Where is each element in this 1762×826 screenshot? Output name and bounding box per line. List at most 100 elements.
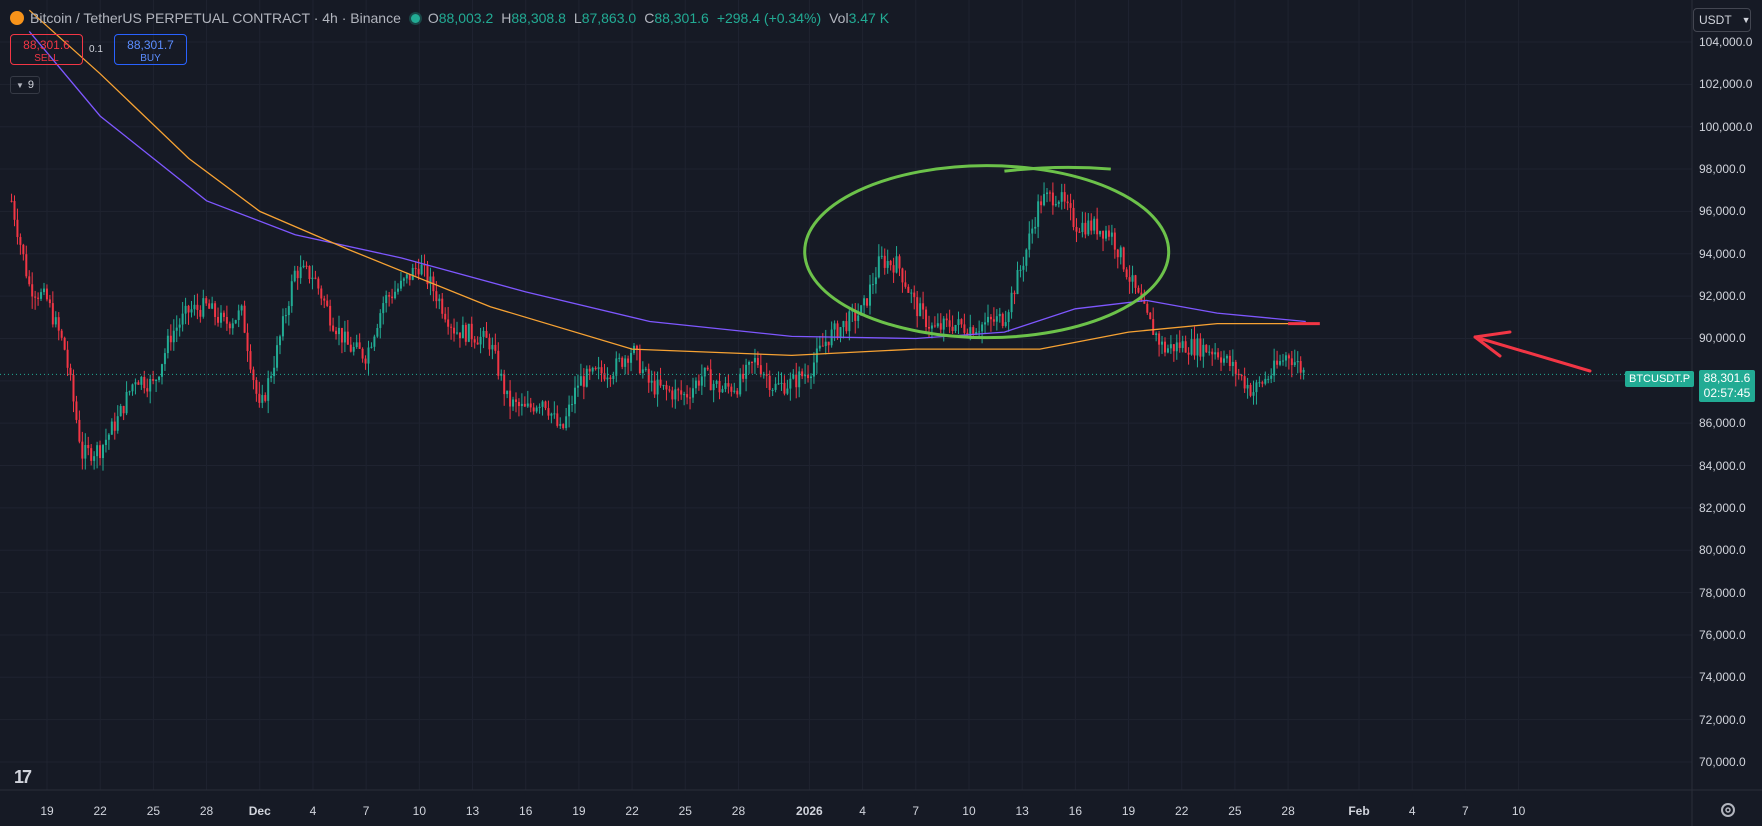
candle-body [125,391,128,414]
candle-body [494,344,497,351]
candle-body [517,401,520,407]
candle-body [1034,226,1037,229]
candle-body [573,387,576,405]
candle-body [202,298,205,317]
candle-body [1211,351,1214,355]
ohlc-key: L [573,10,582,26]
indicators-toggle-button[interactable]: ▼ 9 [10,76,40,94]
candle-body [131,384,134,392]
candle-body [299,267,302,279]
candle-body [470,323,473,340]
candle-body [1028,233,1031,250]
candle-body [951,326,954,331]
candle-body [506,390,509,395]
candle-body [461,324,464,339]
candle-body [1122,247,1125,270]
time-tick-label: 25 [678,804,692,818]
candle-body [1222,358,1225,363]
candle-body [476,342,479,345]
candle-body [1096,218,1099,235]
ohlc-key: O [427,10,439,26]
market-status-icon[interactable] [410,13,420,23]
candle-body [1293,362,1296,366]
candle-body [689,397,692,399]
tradingview-logo-icon[interactable]: 17 [14,767,32,787]
time-tick-label: 16 [1068,804,1083,818]
candle-body [765,374,768,376]
candle-body [568,404,571,417]
candle-body [686,394,689,398]
candle-body [1072,207,1075,228]
candle-body [529,403,532,408]
candle-body [1063,192,1066,202]
candle-body [276,345,279,368]
candle-body [453,327,456,334]
gear-icon[interactable] [1718,800,1738,820]
currency-select[interactable]: USDT ▼ [1693,8,1751,32]
candle-body [63,337,66,350]
candle-body [520,403,523,407]
candle-body [332,325,335,331]
candle-body [745,364,748,379]
candle-body [860,305,863,316]
bar-countdown: 02:57:45 [1703,386,1751,400]
ohlc-value: 87,863.0 [581,10,637,26]
candle-body [1149,312,1152,320]
candle-body [500,373,503,376]
candle-body [780,382,783,384]
candle-body [857,315,860,321]
candle-body [624,358,627,367]
candle-body [986,316,989,323]
candle-body [653,380,656,395]
time-tick-label: 10 [412,804,427,818]
price-tick-label: 102,000.0 [1699,77,1753,92]
candle-body [901,268,904,283]
candle-body [190,309,193,313]
candle-body [1202,344,1205,357]
candle-body [659,379,662,386]
candle-body [243,305,246,333]
candle-body [753,358,756,363]
candle-body [488,337,491,350]
candle-body [812,362,815,377]
candle-body [42,288,45,293]
candle-body [1125,269,1128,278]
candle-body [379,313,382,329]
sell-button[interactable]: 88,301.6 SELL [10,34,83,65]
candle-body [340,327,343,343]
candle-body [116,416,119,431]
candle-body [34,296,37,298]
price-tick-label: 76,000.0 [1699,627,1746,642]
candle-body [293,270,296,282]
candle-body [1022,265,1025,270]
candle-body [290,281,293,307]
candle-body [892,265,895,273]
candle-body [1190,339,1193,355]
price-tick-label: 98,000.0 [1699,162,1746,177]
candle-body [1031,228,1034,234]
candle-body [110,421,113,435]
buy-button[interactable]: 88,301.7 BUY [114,34,187,65]
symbol-title[interactable]: Bitcoin / TetherUS PERPETUAL CONTRACT · … [30,10,401,26]
symbol-header: Bitcoin / TetherUS PERPETUAL CONTRACT · … [10,8,897,28]
candle-body [1152,319,1155,335]
candle-body [252,369,255,381]
time-tick-label: 22 [625,804,639,818]
candle-body [317,278,320,289]
candle-body [28,276,31,285]
candle-body [656,379,659,395]
candle-body [550,413,553,416]
candle-body [149,378,152,392]
sell-label: SELL [34,53,59,64]
candle-body [482,330,485,337]
candle-body [193,304,196,310]
candle-body [163,353,166,365]
candle-body [818,345,821,349]
candle-body [919,303,922,317]
candle-body [789,378,792,389]
ohlc-value: 88,308.8 [511,10,566,26]
candle-body [559,424,562,426]
candle-body [954,325,957,331]
